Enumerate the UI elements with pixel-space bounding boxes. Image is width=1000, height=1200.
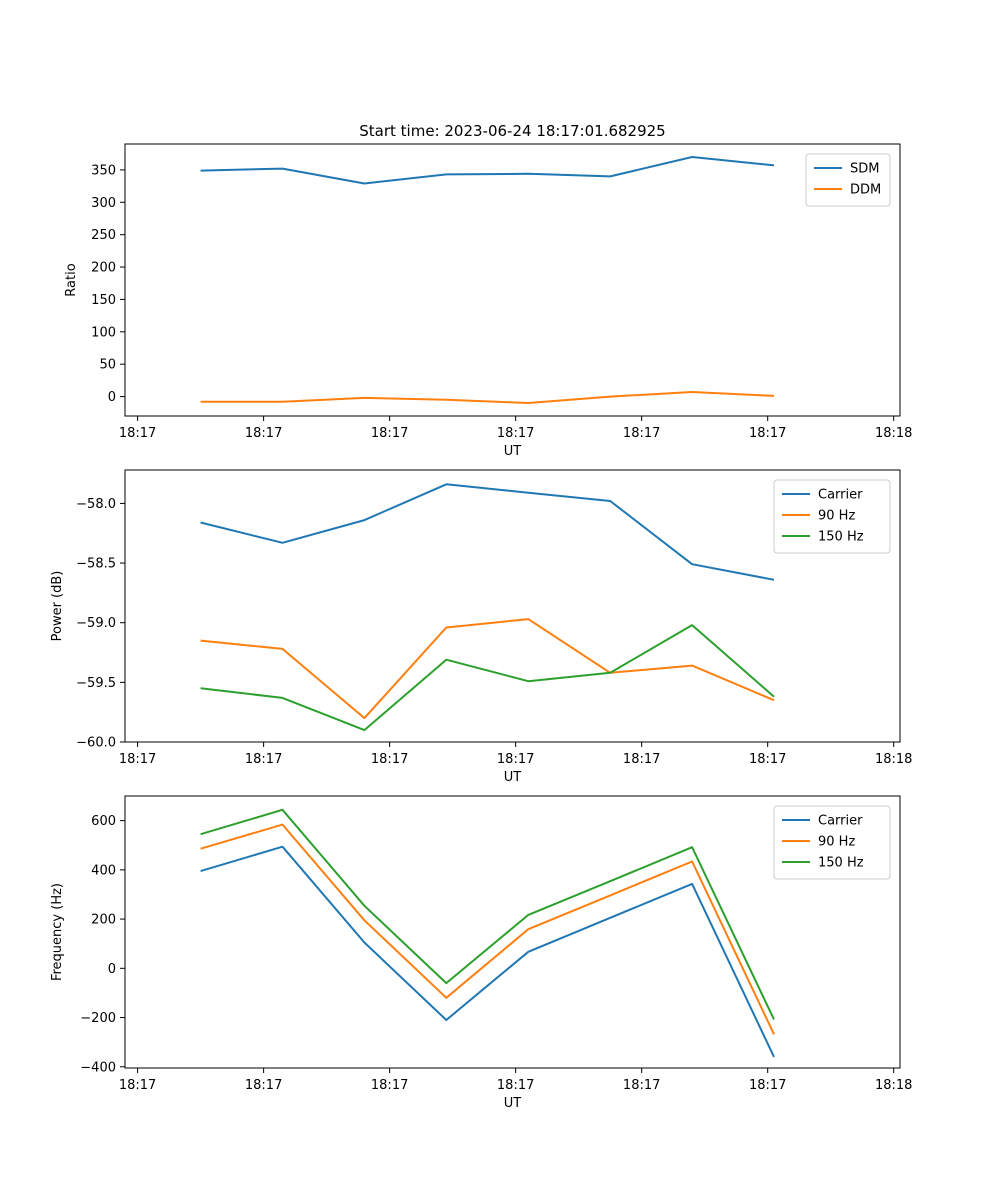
y-tick-label: −59.0 — [76, 616, 116, 631]
legend-label: 90 Hz — [818, 835, 855, 850]
y-tick-label: 400 — [91, 863, 116, 878]
y-tick-label: −200 — [80, 1011, 116, 1026]
y-tick-label: 300 — [91, 196, 116, 211]
x-axis-label: UT — [504, 770, 522, 785]
series-line-sdm — [200, 156, 775, 185]
y-tick-label: −400 — [80, 1060, 116, 1075]
series-line-90-hz — [200, 618, 775, 720]
legend-label: Carrier — [818, 814, 863, 829]
legend-label: 90 Hz — [818, 509, 855, 524]
legend-label: Carrier — [818, 488, 863, 503]
legend-label: DDM — [850, 183, 881, 198]
y-tick-label: 600 — [91, 814, 116, 829]
x-tick-label: 18:18 — [875, 752, 912, 767]
x-tick-label: 18:17 — [497, 1078, 534, 1093]
x-tick-label: 18:18 — [875, 426, 912, 441]
axes-frame — [124, 143, 901, 417]
series-line-90-hz — [200, 823, 775, 1035]
figure-title: Start time: 2023-06-24 18:17:01.682925 — [359, 122, 665, 140]
x-tick-label: 18:17 — [497, 752, 534, 767]
series-line-150-hz — [200, 624, 775, 732]
x-tick-label: 18:17 — [245, 752, 282, 767]
y-tick-label: 200 — [91, 913, 116, 928]
x-tick-label: 18:17 — [749, 752, 786, 767]
y-tick-label: −58.0 — [76, 497, 116, 512]
legend-label: 150 Hz — [818, 856, 864, 871]
y-axis-label: Frequency (Hz) — [50, 883, 65, 981]
x-tick-label: 18:17 — [245, 1078, 282, 1093]
x-tick-label: 18:17 — [119, 426, 156, 441]
x-tick-label: 18:17 — [119, 1078, 156, 1093]
y-tick-label: 50 — [99, 358, 116, 373]
legend-box — [773, 805, 891, 880]
legend: Carrier 90 Hz 150 Hz — [773, 479, 891, 554]
axes-frame — [124, 795, 901, 1069]
series-line-ddm — [200, 391, 775, 404]
x-tick-label: 18:17 — [497, 426, 534, 441]
chart-panel-1: 18:17 18:17 18:17 18:17 18:17 18:17 18:18 0 50 10… — [64, 143, 912, 459]
x-tick-label: 18:17 — [749, 1078, 786, 1093]
y-axis-label: Power (dB) — [50, 571, 65, 642]
x-tick-label: 18:17 — [623, 1078, 660, 1093]
y-tick-label: 100 — [91, 325, 116, 340]
x-tick-label: 18:18 — [875, 1078, 912, 1093]
legend-label: SDM — [850, 162, 879, 177]
x-tick-label: 18:17 — [119, 752, 156, 767]
y-tick-label: 150 — [91, 293, 116, 308]
series-line-carrier — [200, 483, 775, 581]
charts: 18:17 18:17 18:17 18:17 18:17 18:17 18:18 0 50 10… — [50, 143, 912, 1111]
y-tick-label: 0 — [108, 962, 116, 977]
series-line-carrier — [200, 845, 775, 1058]
x-tick-label: 18:17 — [623, 426, 660, 441]
x-tick-label: 18:17 — [623, 752, 660, 767]
y-tick-label: −60.0 — [76, 736, 116, 751]
y-tick-label: −59.5 — [76, 676, 116, 691]
legend-box — [773, 479, 891, 554]
y-tick-label: −58.5 — [76, 557, 116, 572]
x-axis-label: UT — [504, 1096, 522, 1111]
x-tick-label: 18:17 — [371, 1078, 408, 1093]
legend-label: 150 Hz — [818, 530, 864, 545]
y-tick-label: 350 — [91, 163, 116, 178]
y-tick-label: 250 — [91, 228, 116, 243]
chart-panel-3: 18:17 18:17 18:17 18:17 18:17 18:17 18:18 −400 −… — [50, 795, 912, 1111]
x-axis-label: UT — [504, 444, 522, 459]
legend: SDM DDM — [805, 153, 891, 207]
x-tick-label: 18:17 — [371, 426, 408, 441]
y-axis-label: Ratio — [64, 263, 79, 296]
axes-frame — [124, 469, 901, 743]
y-tick-label: 0 — [108, 390, 116, 405]
legend: Carrier 90 Hz 150 Hz — [773, 805, 891, 880]
chart-panel-2: 18:17 18:17 18:17 18:17 18:17 18:17 18:18 −60.0… — [50, 469, 912, 785]
x-tick-label: 18:17 — [371, 752, 408, 767]
y-tick-label: 200 — [91, 261, 116, 276]
x-tick-label: 18:17 — [749, 426, 786, 441]
series-line-150-hz — [200, 808, 775, 1020]
x-tick-label: 18:17 — [245, 426, 282, 441]
